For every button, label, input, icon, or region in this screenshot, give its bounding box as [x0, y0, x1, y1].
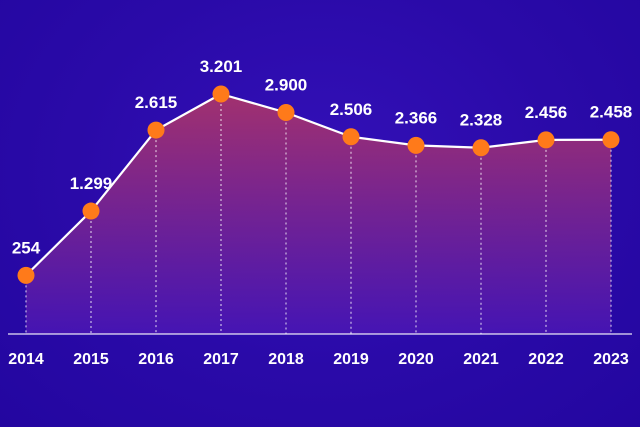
- data-point-2022: [537, 131, 555, 149]
- series-line: [25, 92, 612, 277]
- x-tick-label-2020: 2020: [398, 351, 434, 368]
- data-point-2018: [277, 104, 295, 122]
- data-point-2015: [82, 202, 100, 220]
- x-tick-label-2019: 2019: [333, 351, 369, 368]
- x-tick-label-2017: 2017: [203, 351, 239, 368]
- data-point-2020: [407, 136, 425, 154]
- data-point-2023: [602, 131, 620, 149]
- data-label-2023: 2.458: [590, 103, 633, 122]
- data-label-2017: 3.201: [200, 57, 243, 76]
- x-tick-label-2021: 2021: [463, 351, 499, 368]
- x-tick-label-2016: 2016: [138, 351, 174, 368]
- data-label-2018: 2.900: [265, 76, 308, 95]
- x-tick-label-2022: 2022: [528, 351, 564, 368]
- x-tick-label-2014: 2014: [8, 351, 44, 368]
- data-label-2016: 2.615: [135, 93, 178, 112]
- data-label-2021: 2.328: [460, 111, 503, 130]
- data-label-2015: 1.299: [70, 174, 113, 193]
- data-point-2014: [17, 266, 35, 284]
- area-fill: [26, 94, 611, 334]
- data-label-2014: 254: [12, 238, 41, 257]
- data-point-2019: [342, 128, 360, 146]
- x-tick-label-2015: 2015: [73, 351, 109, 368]
- data-point-2016: [147, 121, 165, 139]
- data-label-2019: 2.506: [330, 100, 373, 119]
- data-point-2017: [212, 85, 230, 103]
- data-label-2022: 2.456: [525, 103, 568, 122]
- x-tick-label-2023: 2023: [593, 351, 629, 368]
- data-label-2020: 2.366: [395, 108, 438, 127]
- x-tick-label-2018: 2018: [268, 351, 304, 368]
- data-point-2021: [472, 139, 490, 157]
